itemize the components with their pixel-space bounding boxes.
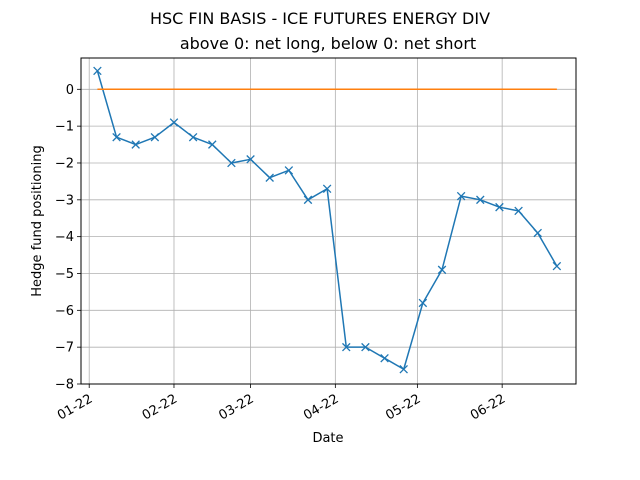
- data-point: [150, 132, 160, 142]
- x-axis: 01-22 02-22 03-22 04-22 05-22 06-22: [55, 384, 508, 423]
- data-point: [188, 132, 198, 142]
- data-point: [284, 166, 294, 175]
- y-tick-label: −6: [55, 304, 74, 319]
- data-point: [169, 118, 179, 127]
- y-tick-label: −2: [55, 156, 74, 171]
- grid: [81, 58, 576, 385]
- data-point: [476, 195, 485, 205]
- data-point: [265, 173, 274, 182]
- data-point: [342, 342, 351, 352]
- data-point: [437, 265, 447, 275]
- x-tick-label: 05-22: [383, 392, 423, 424]
- x-tick-label: 01-22: [55, 392, 95, 424]
- y-tick-label: −8: [55, 378, 74, 393]
- data-point: [456, 191, 466, 201]
- x-tick-label: 06-22: [468, 392, 508, 424]
- series-line-0: [96, 70, 558, 371]
- data-point: [418, 298, 428, 308]
- data-point: [322, 184, 332, 194]
- data-point: [208, 140, 217, 149]
- y-tick-label: −1: [55, 120, 74, 135]
- y-axis: 0 −1 −2 −3 −4 −5 −6 −7 −8: [55, 83, 81, 393]
- y-tick-label: −5: [55, 267, 74, 282]
- data-point: [533, 228, 542, 238]
- data-point: [495, 202, 504, 212]
- chart-title: HSC FIN BASIS - ICE FUTURES ENERGY DIV: [150, 9, 490, 28]
- data-point: [112, 132, 121, 142]
- y-tick-label: 0: [66, 83, 74, 98]
- data-point: [93, 66, 102, 76]
- series-group: [93, 66, 562, 374]
- data-point: [246, 155, 255, 164]
- data-point: [131, 140, 140, 149]
- data-point: [303, 195, 313, 205]
- data-point: [514, 206, 523, 216]
- data-point: [227, 158, 236, 168]
- x-axis-label: Date: [312, 431, 343, 446]
- x-tick-label: 02-22: [140, 392, 180, 424]
- y-tick-label: −7: [55, 341, 74, 356]
- x-tick-label: 04-22: [301, 392, 341, 424]
- data-point: [552, 261, 562, 271]
- data-point: [399, 365, 408, 374]
- data-point: [361, 342, 370, 352]
- plot-frame: [80, 57, 577, 385]
- chart-subtitle: above 0: net long, below 0: net short: [180, 34, 476, 53]
- data-point: [380, 353, 389, 363]
- y-tick-label: −4: [55, 230, 74, 245]
- y-tick-label: −3: [55, 193, 74, 208]
- y-axis-label: Hedge fund positioning: [30, 145, 45, 296]
- x-tick-label: 03-22: [216, 392, 256, 424]
